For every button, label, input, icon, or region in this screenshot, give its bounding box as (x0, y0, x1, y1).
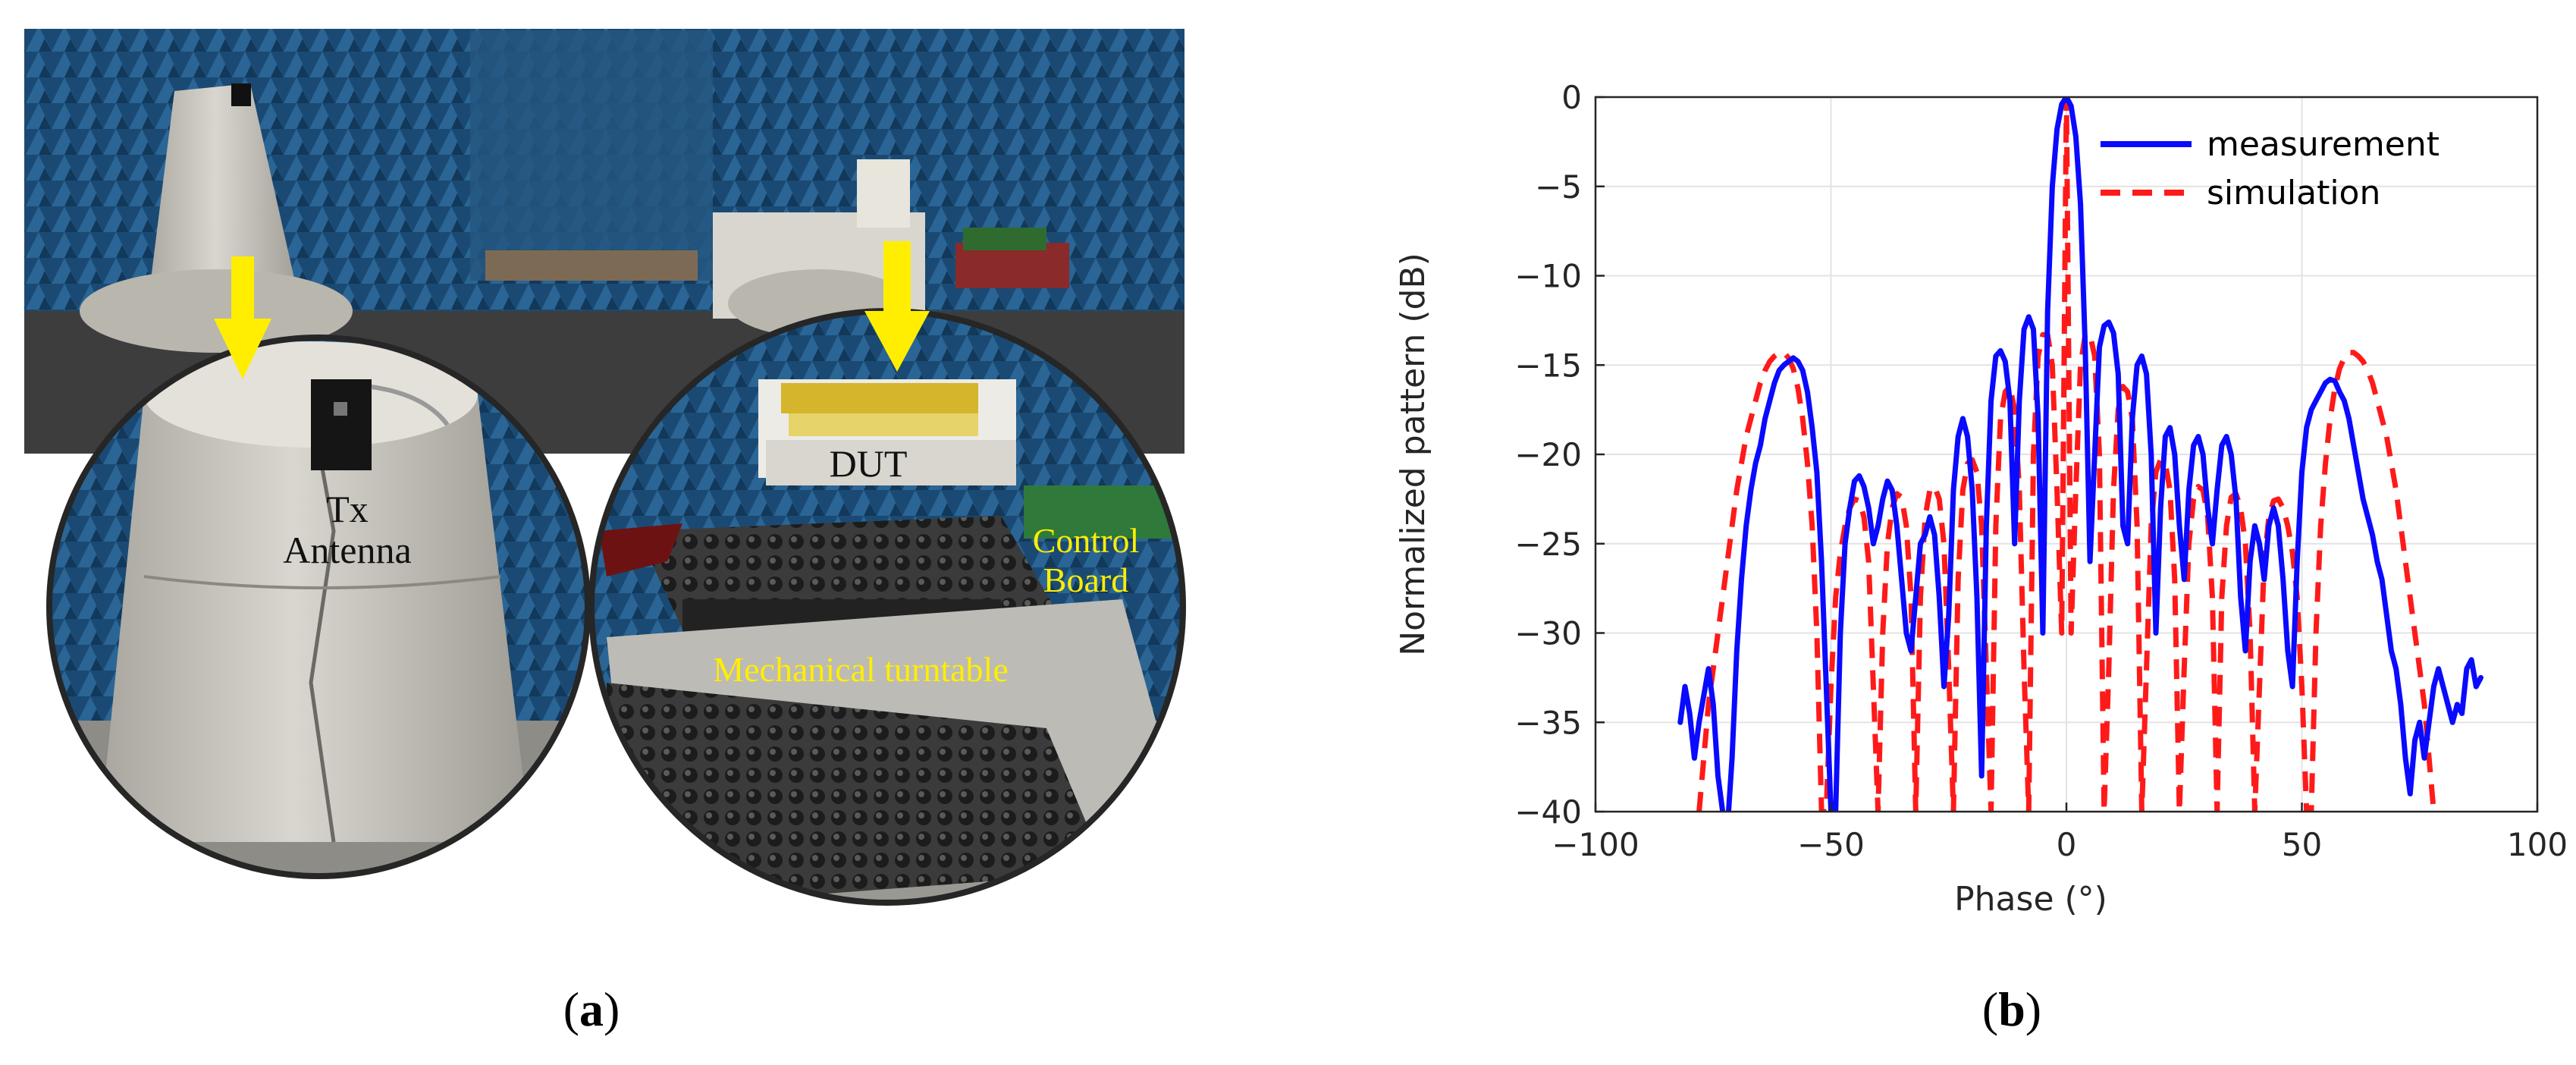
panel-b-label: (b) (1982, 982, 2041, 1036)
dut-closeup (588, 308, 1186, 906)
control-board-label-line2: Board (1043, 561, 1128, 599)
dut-array (781, 383, 978, 436)
y-tick-label: −25 (1514, 526, 1582, 563)
turntable-label: Mechanical turntable (713, 650, 1009, 689)
y-tick-label: −40 (1514, 793, 1582, 831)
tx-antenna-label-line1: Tx (326, 488, 369, 530)
y-tick-label: −15 (1514, 347, 1582, 384)
y-tick-label: −35 (1514, 704, 1582, 741)
series-layer (1677, 97, 2483, 812)
tx-antenna-closeup (46, 335, 591, 879)
y-tick-label: −5 (1535, 168, 1582, 206)
pattern-chart: −100 −50 0 50 100 0 −5 −10 −15 −20 −25 −30 −35 −40 P… (1394, 79, 2568, 1036)
x-tick-label: −100 (1552, 826, 1639, 863)
photo-panel-a: Tx Antenna DUT Control Board Mechanical … (24, 29, 1186, 1036)
y-tick-label: −30 (1514, 615, 1582, 652)
y-tick-label: −10 (1514, 258, 1582, 295)
series-measurement (1677, 97, 2483, 812)
tx-antenna (311, 379, 372, 470)
x-tick-label: 100 (2507, 826, 2568, 863)
legend-label-simulation: simulation (2207, 174, 2380, 212)
y-tick-label: 0 (1561, 79, 1582, 116)
panel-a-label: (a) (563, 982, 620, 1036)
x-axis-ticks: −100 −50 0 50 100 (1552, 803, 2568, 863)
legend: measurement simulation (2101, 125, 2440, 212)
y-axis-ticks: 0 −5 −10 −15 −20 −25 −30 −35 −40 (1514, 79, 1605, 831)
x-axis-title: Phase (°) (1954, 880, 2107, 919)
right-arrow-icon (864, 241, 930, 372)
legend-label-measurement: measurement (2207, 125, 2440, 164)
control-board-label-line1: Control (1033, 521, 1140, 560)
x-tick-label: −50 (1797, 826, 1865, 863)
dut-label: DUT (830, 442, 908, 485)
x-tick-label: 50 (2282, 826, 2322, 863)
tx-antenna-label-line2: Antenna (283, 529, 411, 571)
y-axis-title: Normalized pattern (dB) (1394, 253, 1432, 656)
x-tick-label: 0 (2057, 826, 2077, 863)
y-tick-label: −20 (1514, 436, 1582, 473)
left-arrow-icon (214, 256, 271, 379)
plot-area (1594, 96, 2539, 813)
